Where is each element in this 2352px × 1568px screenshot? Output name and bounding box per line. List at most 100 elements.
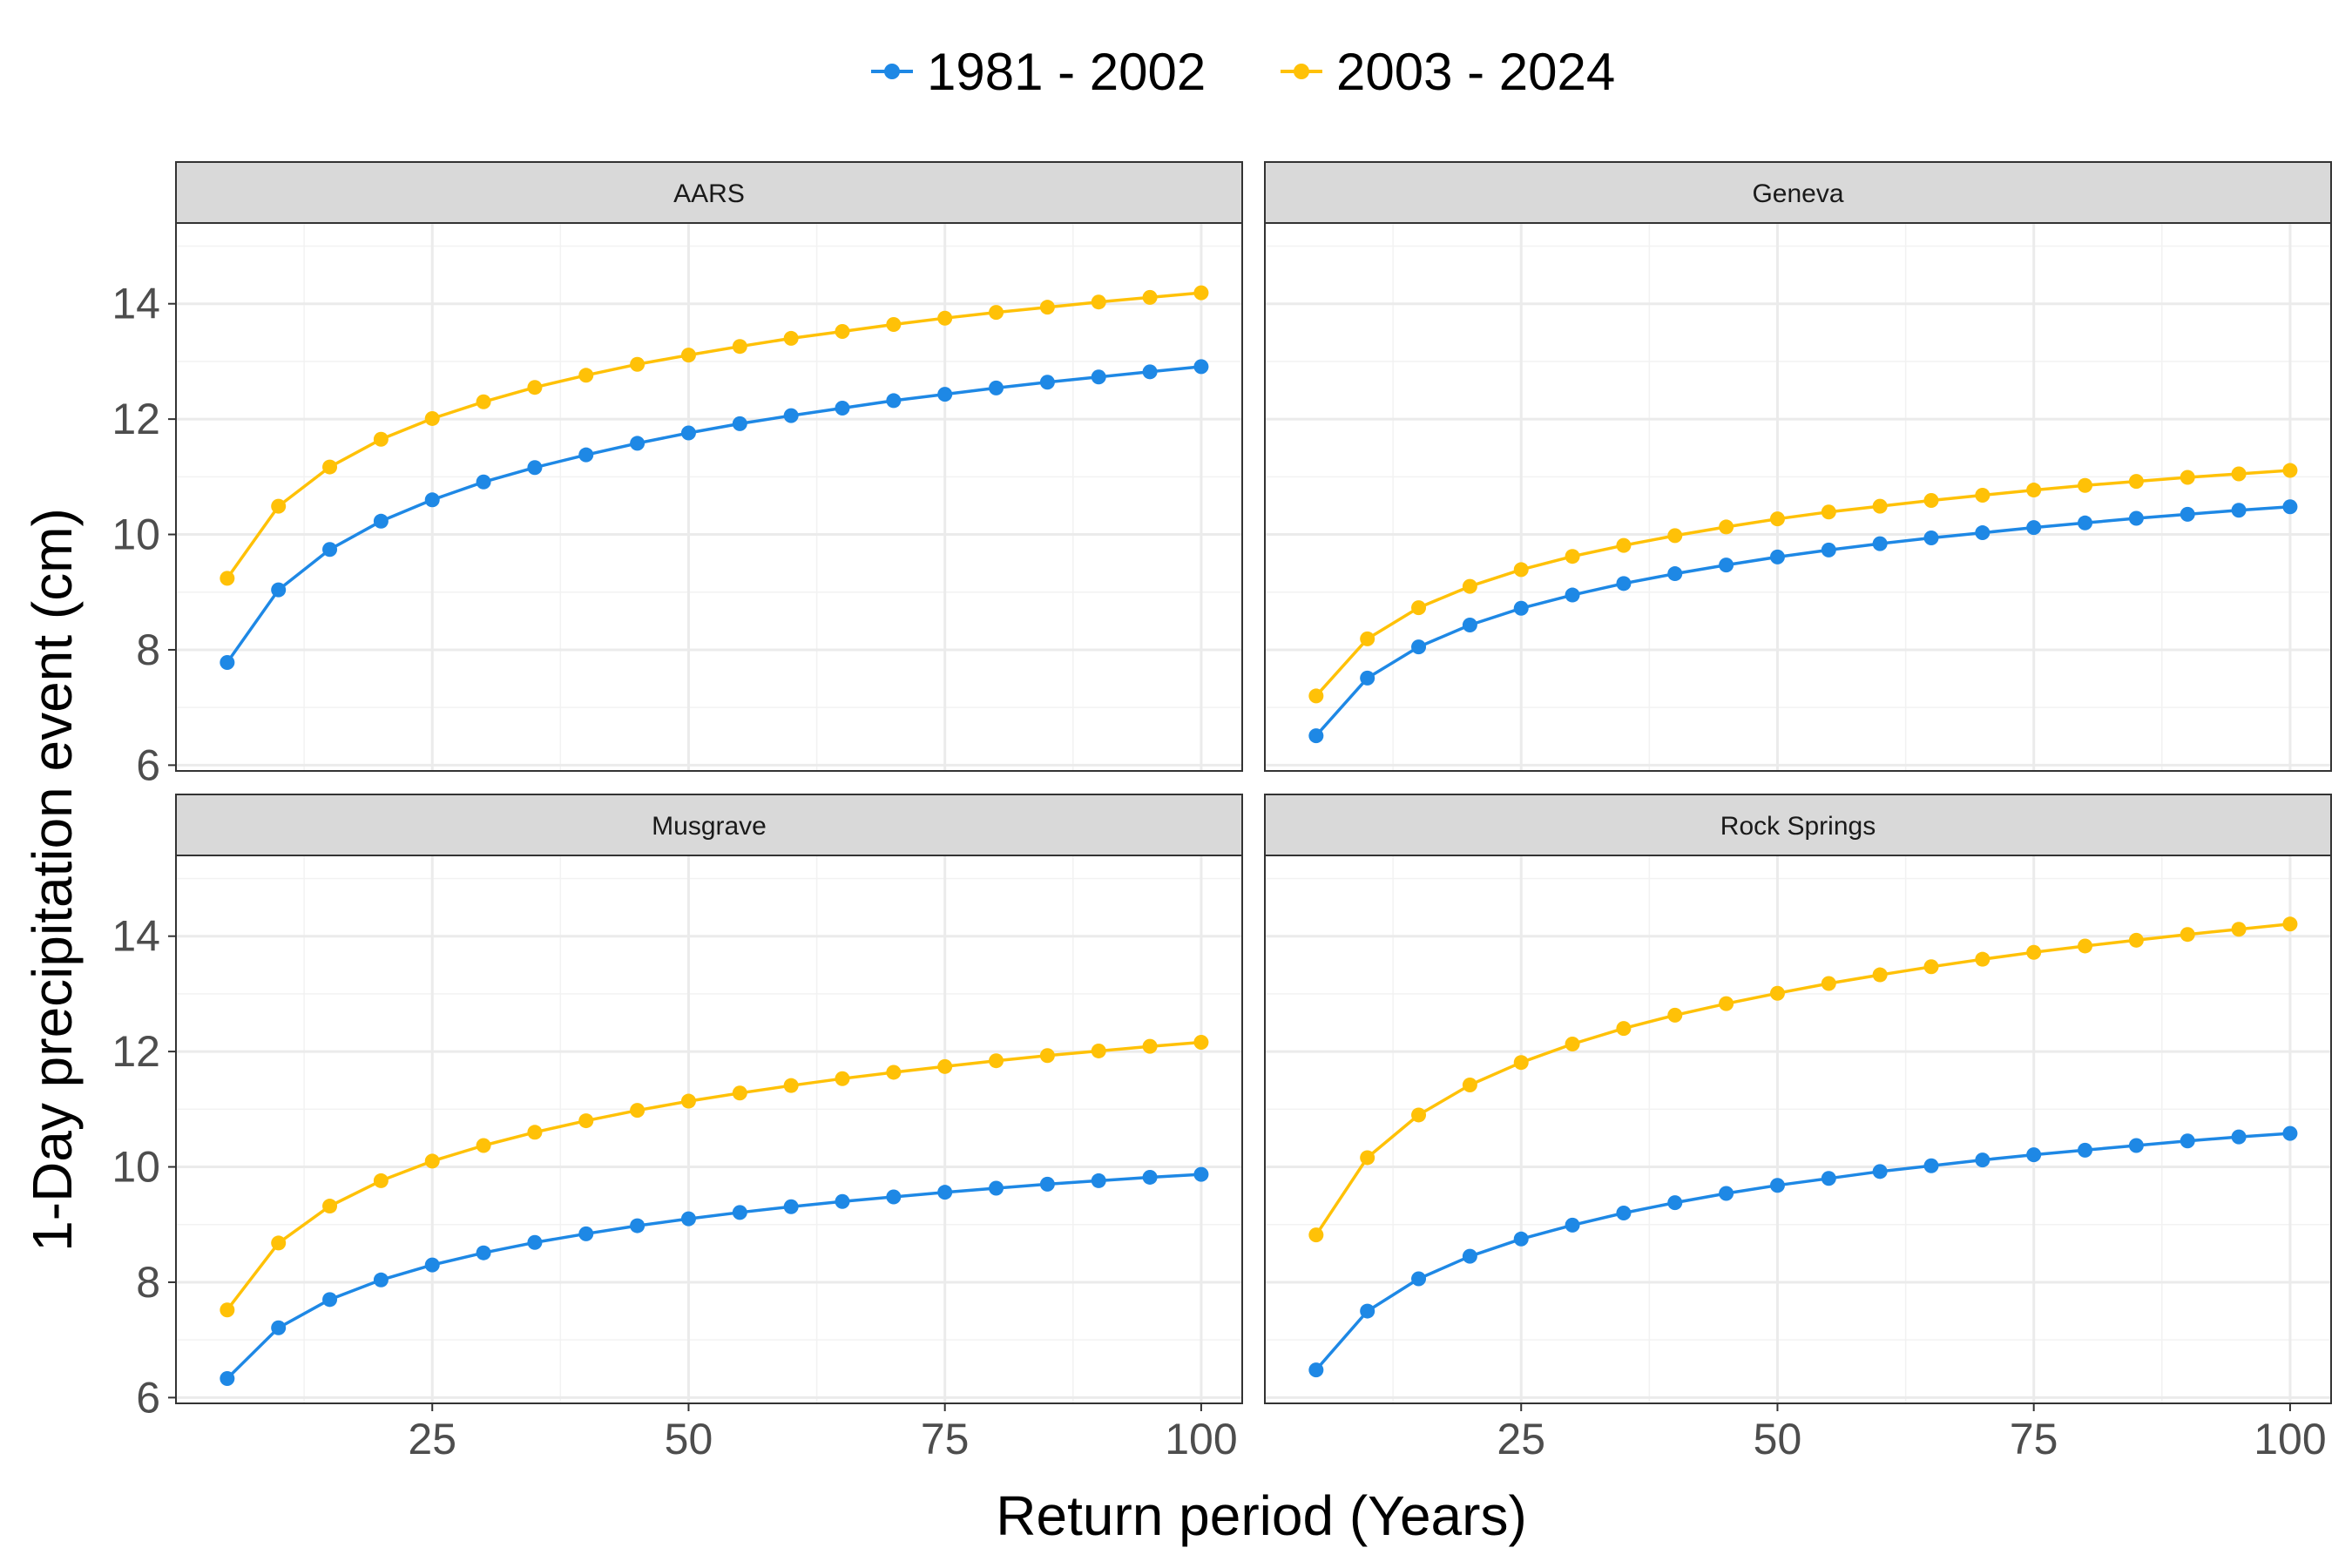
data-point: [680, 1093, 696, 1109]
data-point: [2026, 944, 2042, 960]
data-point: [1411, 600, 1427, 616]
data-point: [1308, 1227, 1324, 1243]
data-point: [835, 1071, 850, 1086]
data-point: [1565, 1037, 1580, 1052]
data-point: [1975, 525, 1990, 541]
data-point: [2180, 470, 2195, 485]
data-point: [886, 393, 902, 409]
panel-border: [175, 855, 1243, 1404]
panel-background: [1265, 855, 2331, 1403]
data-point: [680, 348, 696, 363]
facet-strip: [1264, 161, 2332, 224]
data-point: [476, 1245, 491, 1260]
panel-border: [1264, 855, 2332, 1404]
y-tick-label: 10: [112, 510, 160, 559]
data-point: [1308, 688, 1324, 704]
series-line-2003-2024: [1315, 469, 2291, 698]
data-point: [732, 1205, 747, 1220]
legend-key-point: [884, 64, 900, 79]
data-point: [680, 1211, 696, 1227]
data-point: [732, 416, 747, 431]
data-point: [476, 474, 491, 490]
data-point: [1091, 1043, 1106, 1058]
data-point: [1616, 537, 1632, 553]
panel-geneva: Geneva: [1264, 161, 2332, 772]
y-tick-label: 8: [136, 625, 160, 674]
y-tick-label: 12: [112, 1027, 160, 1076]
data-point: [937, 387, 953, 402]
data-point: [1872, 967, 1888, 983]
y-tick-label: 12: [112, 395, 160, 443]
data-point: [783, 408, 799, 423]
panel-border: [1264, 222, 2332, 772]
data-point: [989, 1180, 1004, 1196]
data-point: [732, 1085, 747, 1101]
data-point: [1565, 1217, 1580, 1233]
data-point: [680, 425, 696, 441]
data-point: [1872, 536, 1888, 551]
data-point: [835, 401, 850, 416]
data-point: [2180, 1133, 2195, 1149]
data-point: [1667, 1195, 1683, 1211]
data-point: [2128, 510, 2144, 526]
data-point: [783, 1199, 799, 1214]
data-point: [2282, 916, 2298, 932]
data-point: [2128, 474, 2144, 490]
data-point: [527, 1234, 543, 1250]
y-axis-title: 1-Day precipitation event (cm): [21, 508, 84, 1252]
data-point: [2078, 515, 2093, 531]
data-point: [1769, 985, 1785, 1001]
data-point: [989, 305, 1004, 321]
data-point: [1091, 369, 1106, 385]
data-point: [2026, 520, 2042, 536]
legend-key-point: [1294, 64, 1309, 79]
data-point: [322, 1292, 338, 1308]
data-point: [1462, 1248, 1477, 1264]
y-tick-label: 10: [112, 1143, 160, 1192]
data-point: [1308, 1362, 1324, 1378]
data-point: [1513, 1055, 1529, 1071]
y-tick-label: 14: [112, 280, 160, 328]
data-point: [835, 1193, 850, 1209]
x-tick-label: 50: [1754, 1415, 1802, 1463]
data-point: [1039, 1176, 1055, 1192]
data-point: [1923, 531, 1939, 546]
data-point: [1360, 1303, 1375, 1319]
data-point: [271, 1320, 287, 1335]
data-point: [1719, 996, 1734, 1011]
data-point: [2078, 938, 2093, 954]
data-point: [1719, 1186, 1734, 1201]
data-point: [2282, 499, 2298, 515]
data-point: [1142, 289, 1158, 305]
series-line-1981-2002: [1315, 1132, 2291, 1371]
data-point: [1565, 587, 1580, 603]
data-point: [424, 1257, 440, 1273]
data-point: [578, 1226, 594, 1241]
data-point: [1667, 1007, 1683, 1023]
data-point: [886, 1064, 902, 1080]
data-point: [1769, 511, 1785, 527]
legend: 1981 - 2002 2003 - 2024: [871, 43, 1615, 101]
data-point: [783, 330, 799, 346]
x-tick-label: 25: [1497, 1415, 1545, 1463]
data-point: [373, 1173, 389, 1188]
data-point: [989, 380, 1004, 395]
data-point: [1411, 639, 1427, 655]
data-point: [1308, 728, 1324, 744]
x-tick-label: 50: [665, 1415, 713, 1463]
data-point: [2026, 483, 2042, 498]
panel-background: [176, 855, 1242, 1403]
data-point: [1513, 562, 1529, 578]
panel-rock-springs: Rock Springs 25 50 75 100: [1264, 794, 2332, 1463]
series-line-2003-2024: [1315, 923, 2291, 1236]
data-point: [1360, 1150, 1375, 1166]
data-point: [322, 542, 338, 558]
data-point: [1513, 600, 1529, 616]
panel-background: [176, 223, 1242, 771]
data-point: [1769, 1178, 1785, 1193]
data-point: [1616, 576, 1632, 591]
legend-entry: 1981 - 2002: [871, 43, 1206, 101]
data-point: [322, 1199, 338, 1214]
facet-strip: [1264, 794, 2332, 856]
